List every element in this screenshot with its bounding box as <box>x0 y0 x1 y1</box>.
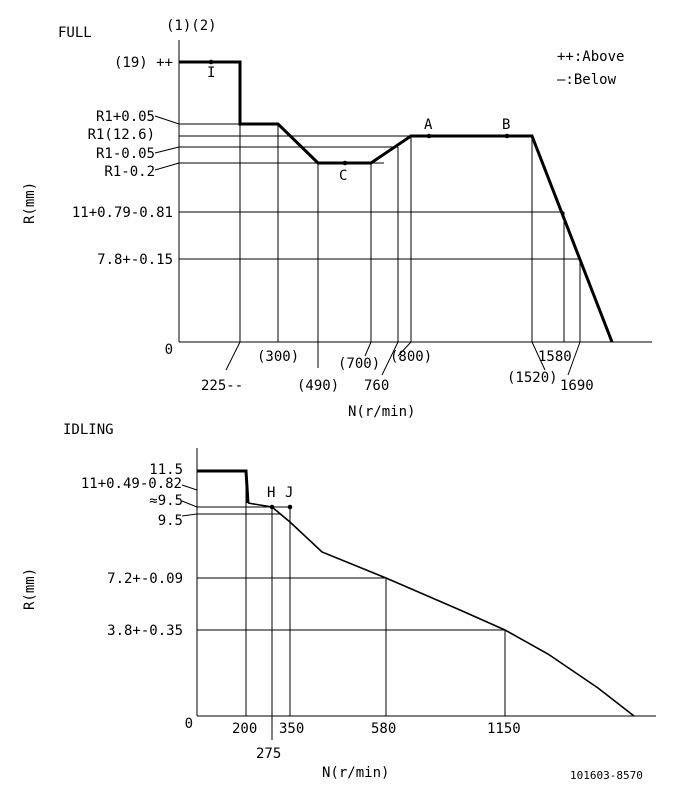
idling-ylabel-95: 9.5 <box>158 513 183 529</box>
idling-y-labels: 11.5 11+0.49-0.82 ≈9.5 9.5 7.2+-0.09 3.8… <box>81 462 193 732</box>
idling-axis-ylabel: R(mm) <box>22 568 38 610</box>
leader-700 <box>364 341 372 357</box>
full-ylabel-r1m2: R1-0.2 <box>104 164 155 180</box>
idling-xlabel-350: 350 <box>279 721 304 737</box>
full-ylabel-r1m: R1-0.05 <box>96 146 155 162</box>
leader-95 <box>181 513 198 517</box>
full-top-marker: (1)(2) <box>166 18 217 34</box>
point-C-dot <box>342 160 348 166</box>
idling-curve <box>247 502 635 717</box>
leader-760 <box>381 341 399 376</box>
idling-xlabel-1150: 1150 <box>487 721 521 737</box>
full-xlabel-800: (800) <box>390 349 432 365</box>
idling-curve-top <box>197 469 250 504</box>
idling-ylabel-approx95: ≈9.5 <box>149 493 183 509</box>
legend-below: —:Below <box>557 72 617 88</box>
full-xlabel-490: (490) <box>297 378 339 394</box>
point-A-dot <box>426 133 432 139</box>
leader-1520 <box>531 341 546 371</box>
leader-approx95 <box>181 500 198 508</box>
full-xlabel-300: (300) <box>257 349 299 365</box>
full-curve <box>179 60 614 343</box>
idling-xlabel-580: 580 <box>371 721 396 737</box>
full-xlabel-1520: (1520) <box>507 370 558 386</box>
point-I-dot <box>208 59 214 65</box>
full-ylabel-r1p: R1+0.05 <box>96 109 155 125</box>
leader-r1p <box>154 115 180 125</box>
point-J-dot <box>287 504 293 510</box>
full-xlabel-225: 225-- <box>201 378 243 394</box>
idling-ylabel-115: 11.5 <box>149 462 183 478</box>
leader-r1m2 <box>154 162 180 171</box>
idling-axis-xlabel: N(r/min) <box>322 765 389 781</box>
point-B-dot <box>504 133 510 139</box>
idling-ylabel-0: 0 <box>185 716 193 732</box>
full-ylabel-0: 0 <box>165 342 173 358</box>
full-xlabel-1690: 1690 <box>560 378 594 394</box>
full-y-labels: (19) ++ R1+0.05 R1(12.6) R1-0.05 R1-0.2 … <box>72 55 173 358</box>
full-ylabel-78: 7.8+-0.15 <box>97 252 173 268</box>
idling-title: IDLING <box>63 422 114 438</box>
point-I: I <box>207 65 215 81</box>
point-C: C <box>339 168 347 184</box>
full-xlabel-760: 760 <box>364 378 389 394</box>
idling-ylabel-11049: 11+0.49-0.82 <box>81 476 182 492</box>
idling-ylabel-72: 7.2+-0.09 <box>107 571 183 587</box>
full-ylabel-19: (19) ++ <box>114 55 173 71</box>
point-H-dot <box>269 504 275 510</box>
full-axis-xlabel: N(r/min) <box>348 404 415 420</box>
leader-r1m <box>154 146 180 154</box>
leader-1690 <box>567 341 581 376</box>
full-xlabel-1580: 1580 <box>538 349 572 365</box>
point-H: H <box>267 485 275 501</box>
idling-xlabel-200: 200 <box>232 721 257 737</box>
full-axis-ylabel: R(mm) <box>22 182 38 224</box>
leader-800 <box>397 341 412 357</box>
leader-11049 <box>181 484 198 491</box>
idling-ylabel-38: 3.8+-0.35 <box>107 623 183 639</box>
legend-above: ++:Above <box>557 49 624 65</box>
full-ylabel-r1: R1(12.6) <box>88 127 155 143</box>
point-A: A <box>424 117 433 133</box>
point-J: J <box>285 485 293 501</box>
point-B: B <box>502 117 510 133</box>
full-xlabel-700: (700) <box>338 356 380 372</box>
leader-225 <box>225 341 241 371</box>
full-ylabel-11: 11+0.79-0.81 <box>72 205 173 221</box>
diagram-code: 101603-8570 <box>570 769 643 782</box>
idling-xlabel-275: 275 <box>256 746 281 762</box>
full-title: FULL <box>58 25 92 41</box>
